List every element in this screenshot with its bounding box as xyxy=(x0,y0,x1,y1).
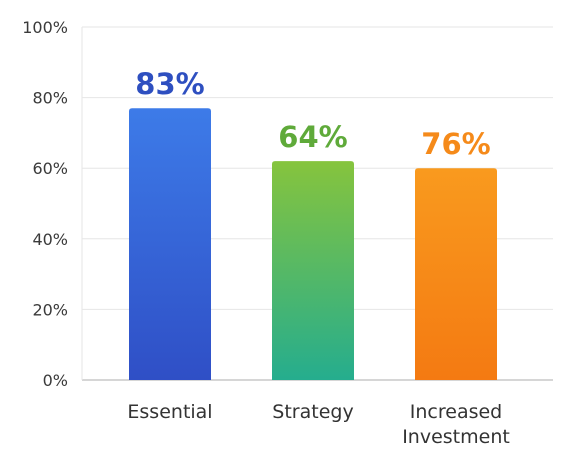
y-tick-label: 80% xyxy=(32,89,68,108)
bar xyxy=(415,168,497,380)
bar xyxy=(129,108,211,380)
category-label: Essential xyxy=(127,401,212,423)
y-tick-label: 100% xyxy=(22,18,68,37)
y-tick-label: 20% xyxy=(32,300,68,319)
category-label: Strategy xyxy=(272,401,353,423)
y-tick-label: 0% xyxy=(43,371,68,390)
category-label: Increased Investment xyxy=(402,401,510,448)
bar xyxy=(272,161,354,380)
data-label: 76% xyxy=(421,127,490,161)
data-labels: 83% 64% 76% xyxy=(135,67,490,161)
data-label: 64% xyxy=(278,120,347,154)
x-axis-categories: Essential Strategy Increased Investment xyxy=(127,401,509,448)
data-label: 83% xyxy=(135,67,204,101)
bars xyxy=(129,108,497,380)
y-axis-ticks: 0% 20% 40% 60% 80% 100% xyxy=(22,18,68,390)
y-tick-label: 60% xyxy=(32,159,68,178)
y-tick-label: 40% xyxy=(32,230,68,249)
